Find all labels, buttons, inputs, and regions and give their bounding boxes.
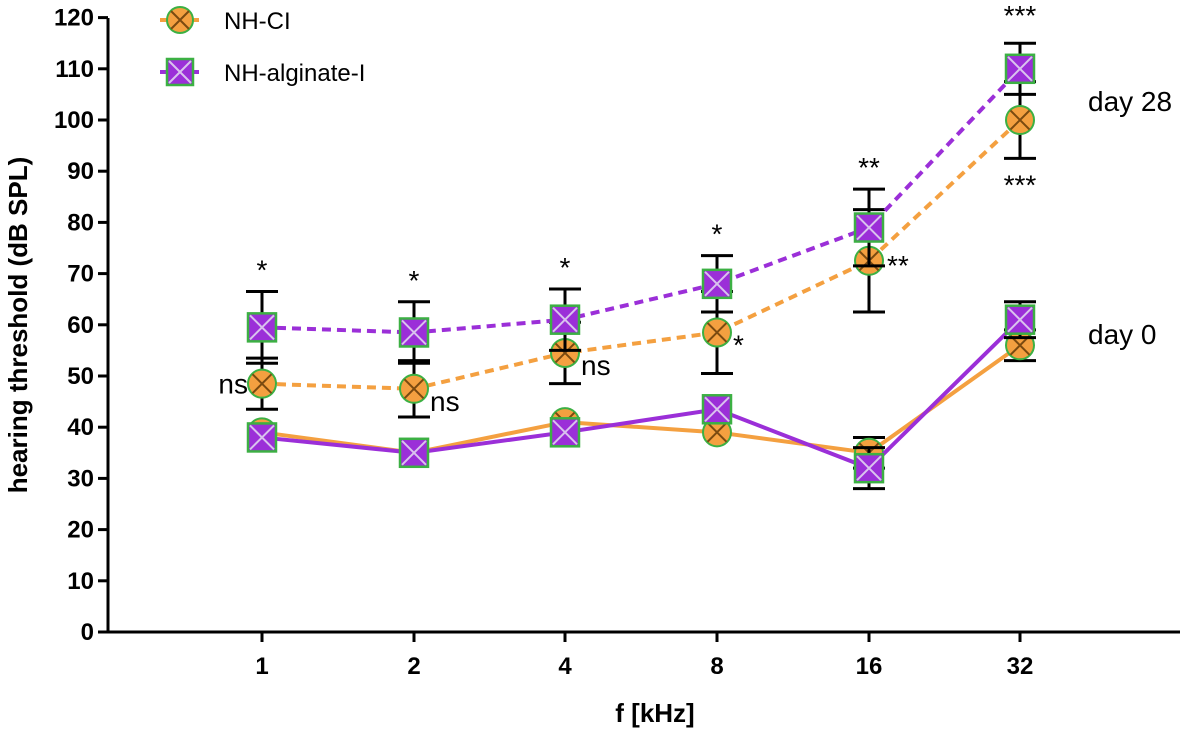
- significance-label: *: [712, 219, 723, 250]
- y-tick-label: 50: [67, 363, 94, 390]
- data-point-cross: [706, 422, 728, 443]
- legend-label-nh-ci: NH-CI: [224, 8, 291, 35]
- data-point-cross: [249, 424, 275, 451]
- y-tick-label: 100: [54, 107, 94, 134]
- data-point-cross: [251, 373, 273, 394]
- day-0-label: day 0: [1088, 319, 1157, 350]
- y-tick-label: 110: [55, 56, 94, 83]
- x-tick-label: 32: [1007, 653, 1034, 680]
- series-nh-ci-day-28: [246, 80, 1036, 419]
- x-axis-title: f [kHz]: [615, 698, 694, 728]
- y-tick-label: 10: [67, 568, 94, 595]
- significance-label: **: [887, 250, 909, 281]
- y-tick-label: 30: [67, 465, 94, 492]
- data-point-cross: [554, 342, 576, 364]
- data-point-cross: [1009, 109, 1031, 131]
- data-point-cross: [706, 322, 728, 343]
- significance-label: **: [858, 152, 880, 183]
- data-point-cross: [552, 419, 578, 446]
- data-point-cross: [704, 396, 730, 422]
- y-tick-label: 120: [54, 5, 94, 32]
- y-axis-title: hearing threshold (dB SPL): [3, 157, 33, 494]
- significance-label: ***: [1004, 0, 1037, 31]
- data-point-cross: [552, 306, 578, 333]
- x-tick-label: 16: [856, 653, 883, 680]
- data-point-cross: [249, 314, 275, 341]
- y-tick-label: 20: [67, 517, 94, 544]
- y-tick-label: 0: [81, 619, 94, 646]
- significance-label: *: [560, 252, 571, 283]
- series-line: [261, 343, 1022, 455]
- y-tick-label: 90: [67, 158, 94, 185]
- significance-annotations: *ns*ns*ns************: [218, 0, 1036, 417]
- x-tick-label: 8: [710, 653, 723, 680]
- data-point-cross: [856, 455, 882, 481]
- data-point-cross: [401, 440, 427, 466]
- series-line: [261, 118, 1022, 391]
- y-tick-label: 80: [67, 209, 94, 236]
- data-point-cross: [1007, 306, 1033, 333]
- data-point-cross: [1007, 56, 1033, 82]
- y-tick-label: 40: [67, 414, 94, 441]
- y-tick-label: 70: [67, 261, 94, 288]
- series-layer: [246, 41, 1036, 491]
- series-line: [261, 67, 1022, 335]
- data-point-cross: [856, 214, 882, 241]
- x-tick-label: 4: [558, 653, 572, 680]
- data-point-cross: [403, 378, 425, 400]
- legend-label-nh-alginate-i: NH-alginate-I: [224, 60, 365, 87]
- y-tick-label: 60: [67, 312, 94, 339]
- series-nh-alginate-i-day-28: [246, 41, 1036, 365]
- legend-marker-nh-alginate-i-cross: [168, 60, 192, 84]
- significance-label: *: [409, 265, 420, 296]
- significance-label: ns: [430, 386, 460, 417]
- significance-label: *: [733, 329, 744, 360]
- data-point-cross: [401, 319, 427, 346]
- day-28-label: day 28: [1088, 86, 1172, 117]
- series-nh-alginate-i-day-0: [246, 300, 1036, 491]
- significance-label: *: [257, 255, 268, 286]
- x-tick-label: 2: [407, 653, 420, 680]
- x-axis-ticks: 1 2 4 8 16 32: [255, 632, 1033, 680]
- significance-label: ***: [1004, 169, 1037, 200]
- y-axis-ticks: 0 10 20 30 40 50 60 70 80 90 100 110 120: [54, 5, 108, 646]
- significance-label: ns: [218, 369, 248, 400]
- legend-marker-nh-ci-cross: [170, 10, 190, 30]
- x-tick-label: 1: [255, 653, 268, 680]
- series-line: [261, 318, 1022, 471]
- significance-label: ns: [581, 350, 611, 381]
- legend: NH-CI NH-alginate-I: [160, 6, 365, 87]
- data-point-cross: [704, 271, 730, 297]
